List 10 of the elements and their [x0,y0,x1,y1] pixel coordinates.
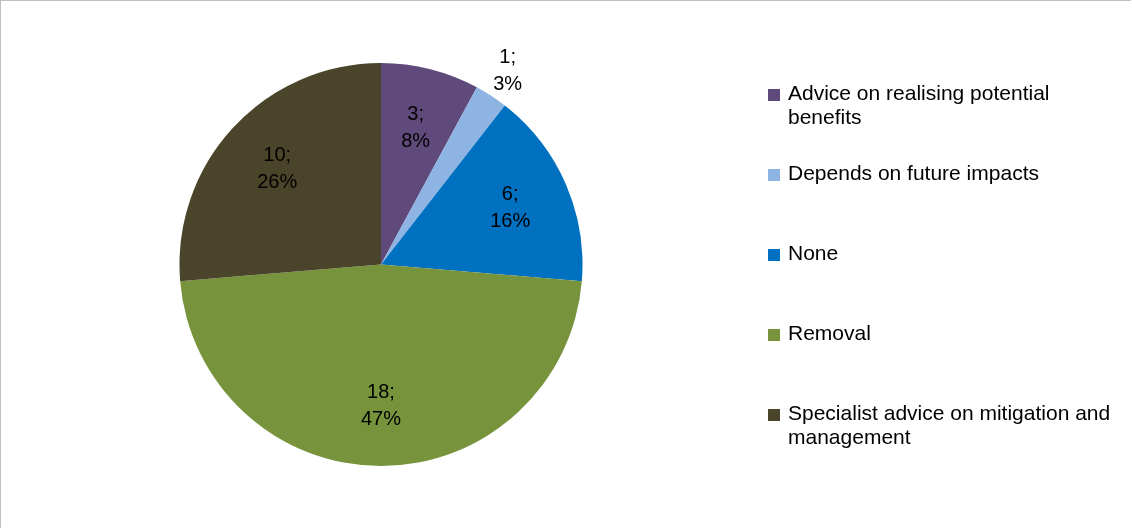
data-label: 6; 16% [490,181,531,231]
legend-label: Specialist advice on mitigation and management [788,401,1112,449]
data-label: 3; 8% [401,101,431,151]
legend-label: Depends on future impacts [788,161,1039,185]
data-label: 18; 47% [360,379,402,429]
legend-label: None [788,241,839,265]
data-label: 10; 26% [257,142,298,192]
legend-label: Removal [788,321,871,345]
data-label: 1; 3% [493,44,523,94]
legend-label: Advice on realising potential benefits [788,81,1051,129]
